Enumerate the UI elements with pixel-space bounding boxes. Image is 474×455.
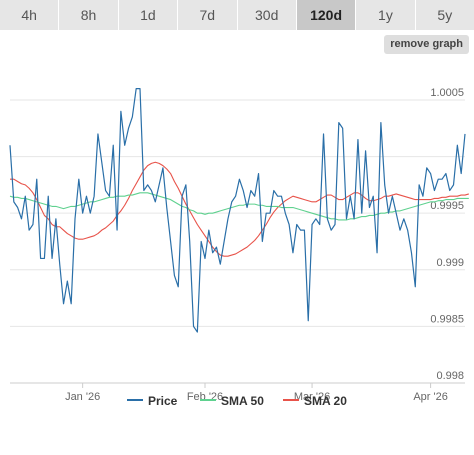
y-tick-label: 1.0005 <box>430 87 464 99</box>
y-tick-label: 0.999 <box>436 257 464 269</box>
range-button-2[interactable]: 1d <box>119 0 179 30</box>
legend-label-sma-20[interactable]: SMA 20 <box>304 394 347 408</box>
range-button-3[interactable]: 7d <box>178 0 238 30</box>
x-tick-label: Jan '26 <box>65 391 100 403</box>
range-button-0[interactable]: 4h <box>0 0 60 30</box>
range-selector: 4h 8h 1d 7d 30d 120d 1y 5y <box>0 0 474 30</box>
legend-label-price[interactable]: Price <box>148 394 178 408</box>
range-button-4[interactable]: 30d <box>238 0 297 30</box>
series-line-sma-20 <box>10 161 469 257</box>
range-button-1[interactable]: 8h <box>59 0 119 30</box>
price-chart: 0.998 0.9985 0.999 0.9995 1.0005 Jan '26 Feb '… <box>9 87 469 408</box>
y-tick-label: 0.9995 <box>430 200 464 212</box>
x-tick-label: Mar '26 <box>294 391 330 403</box>
series-line-price <box>9 88 466 333</box>
y-tick-label: 0.9985 <box>430 313 464 325</box>
range-button-7[interactable]: 5y <box>437 7 453 23</box>
series-line-sma-50 <box>9 192 469 221</box>
range-button-5[interactable]: 120d <box>296 0 357 30</box>
legend-label-sma-50[interactable]: SMA 50 <box>221 394 264 408</box>
y-tick-label: 0.998 <box>436 370 464 382</box>
x-tick-label: Feb '26 <box>187 391 223 403</box>
x-tick-label: Apr '26 <box>413 391 448 403</box>
remove-graph-button[interactable]: remove graph <box>384 35 469 54</box>
range-button-6[interactable]: 1y <box>356 0 416 30</box>
